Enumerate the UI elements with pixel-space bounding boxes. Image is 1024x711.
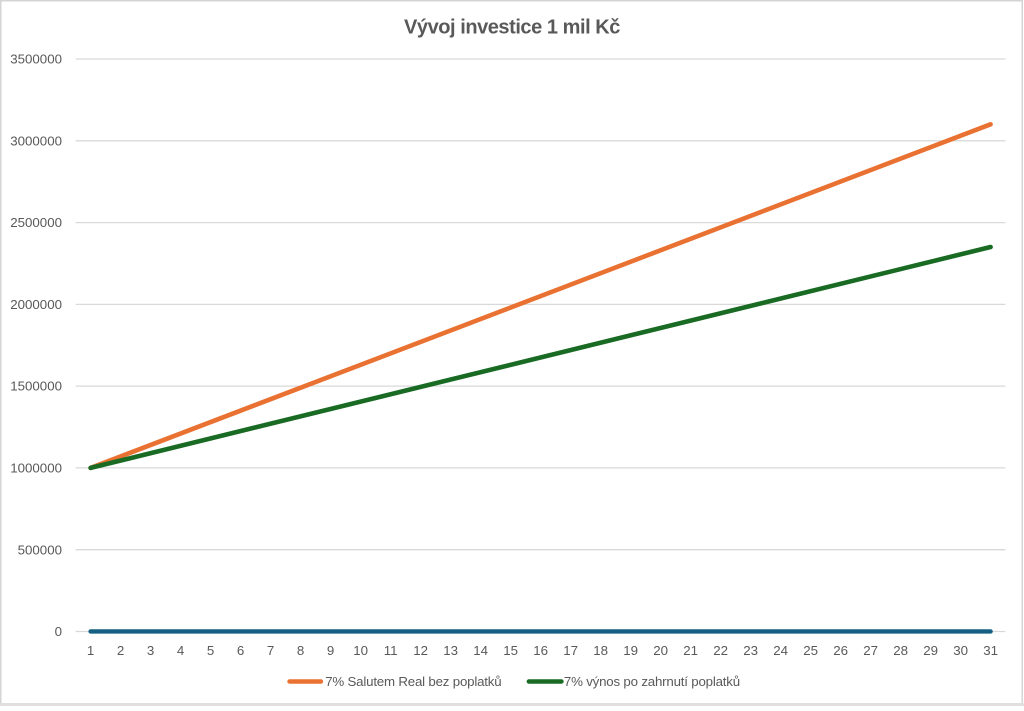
svg-text:11: 11 (384, 643, 398, 658)
svg-text:15: 15 (503, 643, 518, 658)
svg-text:14: 14 (473, 643, 488, 658)
svg-text:2000000: 2000000 (10, 297, 62, 312)
svg-text:22: 22 (713, 643, 728, 658)
svg-text:29: 29 (923, 643, 938, 658)
svg-text:12: 12 (413, 643, 428, 658)
svg-text:13: 13 (443, 643, 458, 658)
svg-text:10: 10 (353, 643, 368, 658)
svg-text:24: 24 (773, 643, 788, 658)
svg-text:26: 26 (833, 643, 848, 658)
svg-text:0: 0 (55, 624, 62, 639)
svg-text:1000000: 1000000 (10, 461, 62, 476)
svg-text:25: 25 (803, 643, 818, 658)
svg-text:18: 18 (593, 643, 608, 658)
svg-text:7% Salutem Real bez poplatků: 7% Salutem Real bez poplatků (325, 674, 501, 689)
svg-text:5: 5 (207, 643, 214, 658)
svg-text:1: 1 (87, 643, 94, 658)
svg-text:6: 6 (237, 643, 244, 658)
svg-text:16: 16 (533, 643, 548, 658)
svg-text:31: 31 (983, 643, 998, 658)
svg-text:27: 27 (863, 643, 878, 658)
svg-text:2500000: 2500000 (10, 215, 62, 230)
svg-text:20: 20 (653, 643, 668, 658)
svg-text:19: 19 (623, 643, 638, 658)
svg-text:Vývoj investice 1 mil Kč: Vývoj investice 1 mil Kč (404, 17, 620, 39)
svg-text:4: 4 (177, 643, 184, 658)
svg-text:3: 3 (147, 643, 154, 658)
svg-text:9: 9 (327, 643, 334, 658)
svg-text:7% výnos po zahrnutí poplatků: 7% výnos po zahrnutí poplatků (564, 674, 740, 689)
svg-text:500000: 500000 (18, 542, 62, 557)
svg-text:1500000: 1500000 (10, 379, 62, 394)
svg-text:2: 2 (117, 643, 124, 658)
svg-text:21: 21 (683, 643, 698, 658)
svg-text:8: 8 (297, 643, 304, 658)
svg-text:3000000: 3000000 (10, 133, 62, 148)
svg-text:3500000: 3500000 (10, 52, 62, 67)
svg-text:7: 7 (267, 643, 274, 658)
svg-text:17: 17 (563, 643, 578, 658)
svg-text:23: 23 (743, 643, 758, 658)
svg-text:30: 30 (953, 643, 968, 658)
svg-text:28: 28 (893, 643, 908, 658)
